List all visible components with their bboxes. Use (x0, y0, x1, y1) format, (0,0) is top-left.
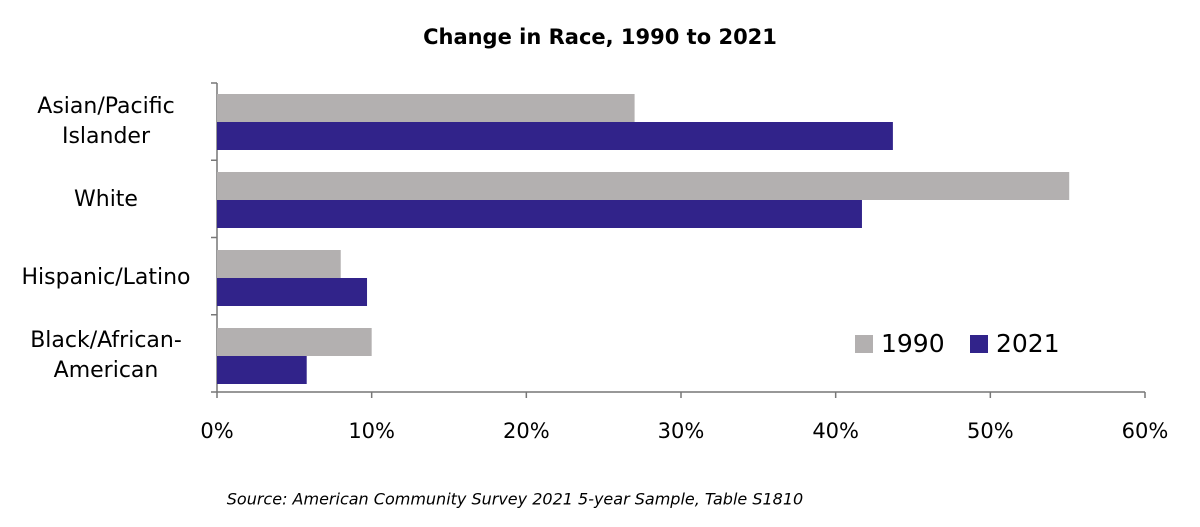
legend-swatch (970, 335, 988, 353)
x-tick-label: 10% (348, 419, 395, 443)
chart-title: Change in Race, 1990 to 2021 (423, 25, 777, 49)
bar (217, 122, 893, 150)
bar (217, 94, 635, 122)
x-tick-label: 0% (200, 419, 233, 443)
source-note: Source: American Community Survey 2021 5… (227, 490, 803, 509)
bar (217, 278, 368, 306)
legend-label: 2021 (996, 329, 1060, 358)
x-tick-label: 20% (503, 419, 550, 443)
y-tick-label: Black/African-American (30, 328, 182, 383)
bar (217, 356, 307, 384)
bar (217, 200, 862, 228)
x-tick-label: 40% (812, 419, 859, 443)
bar (217, 250, 341, 278)
x-tick-label: 30% (658, 419, 705, 443)
x-tick-label: 60% (1122, 419, 1169, 443)
y-tick-label: Hispanic/Latino (21, 265, 191, 290)
legend-label: 1990 (881, 329, 945, 358)
y-tick-label: Asian/Pacific Islander (37, 94, 175, 149)
bar (217, 328, 372, 356)
y-tick-label: White (74, 187, 138, 212)
x-tick-label: 50% (967, 419, 1014, 443)
legend-swatch (855, 335, 873, 353)
bar (217, 172, 1070, 200)
